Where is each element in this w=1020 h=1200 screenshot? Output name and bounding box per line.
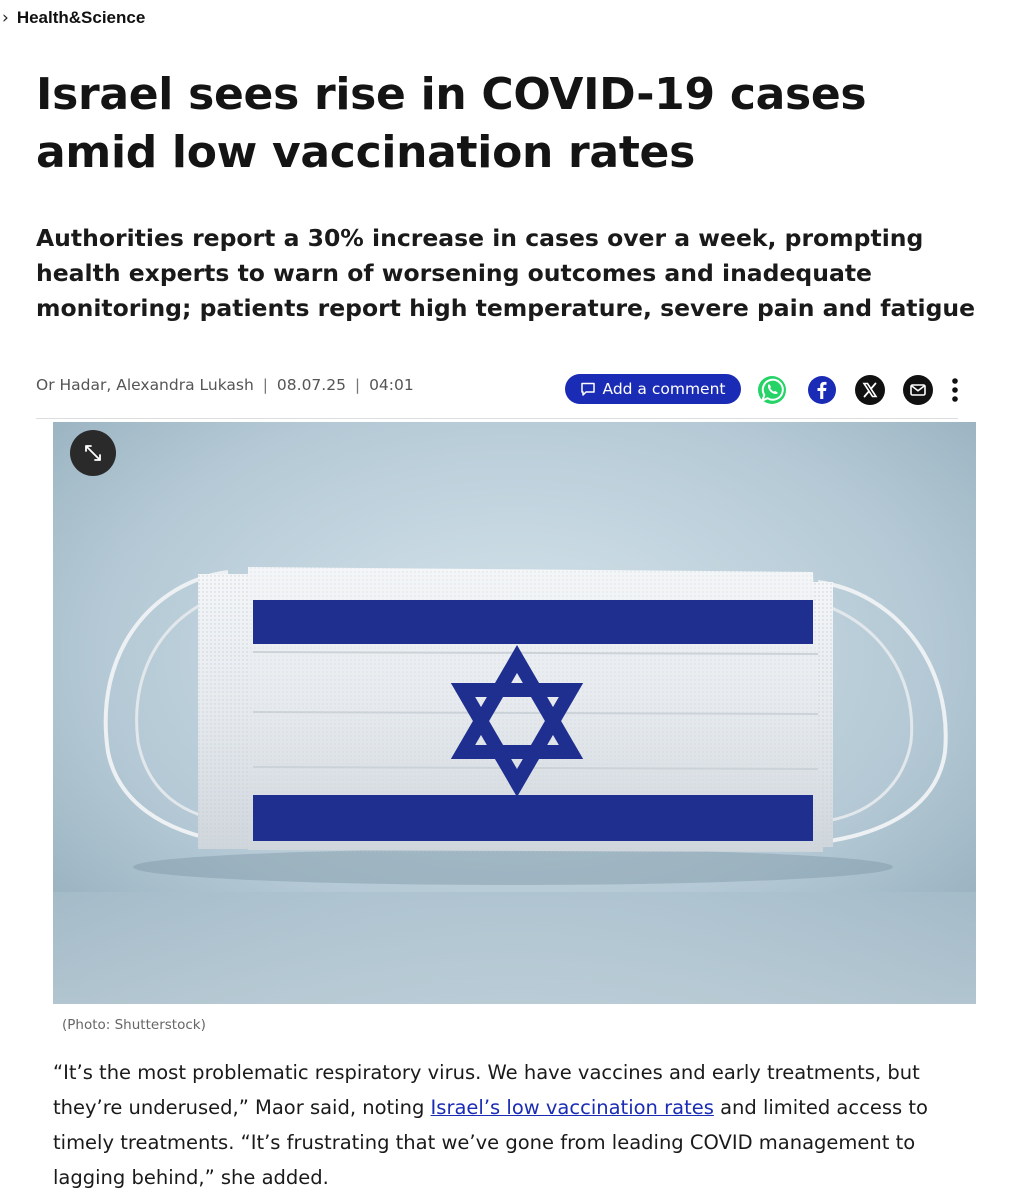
expand-icon (85, 445, 101, 461)
byline-separator: | (262, 376, 268, 394)
article-subtitle: Authorities report a 30% increase in cas… (36, 224, 976, 322)
whatsapp-share-button[interactable] (756, 374, 788, 406)
facebook-share-button[interactable] (806, 374, 838, 406)
divider (36, 418, 958, 419)
comment-icon (581, 382, 596, 396)
email-share-button[interactable] (902, 374, 934, 406)
article-title: Israel sees rise in COVID-19 cases amid … (36, 69, 867, 178)
more-vertical-icon (952, 378, 958, 402)
article-paragraph: “It’s the most problematic respiratory v… (53, 1055, 973, 1195)
byline-authors[interactable]: Or Hadar, Alexandra Lukash (36, 376, 254, 394)
paragraph-text: “It’s the most problematic respiratory v… (53, 1061, 920, 1119)
byline: Or Hadar, Alexandra Lukash | 08.07.25 | … (36, 376, 414, 394)
mail-icon (903, 375, 933, 405)
byline-date: 08.07.25 (276, 376, 346, 394)
article-meta-row: Or Hadar, Alexandra Lukash | 08.07.25 | … (36, 370, 976, 408)
byline-separator: | (354, 376, 361, 394)
x-icon (855, 375, 885, 405)
chevron-right-icon: › (2, 7, 9, 28)
photo-caption: (Photo: Shutterstock) (62, 1017, 206, 1033)
breadcrumb: › Health&Science (2, 8, 145, 28)
whatsapp-icon (758, 376, 786, 404)
add-comment-label: Add a comment (602, 380, 726, 398)
byline-time: 04:01 (369, 376, 414, 394)
vaccination-rates-link[interactable]: Israel’s low vaccination rates (430, 1096, 714, 1119)
expand-image-button[interactable] (70, 430, 116, 476)
paragraph-text: and limited access to timely treatments.… (53, 1096, 928, 1189)
face-mask-israel-flag-image (53, 422, 976, 1004)
article-photo[interactable] (53, 422, 976, 1004)
add-comment-button[interactable]: Add a comment (565, 374, 741, 404)
more-options-button[interactable] (946, 374, 964, 406)
x-share-button[interactable] (854, 374, 886, 406)
facebook-icon (808, 376, 836, 404)
breadcrumb-section-link[interactable]: Health&Science (16, 8, 146, 27)
